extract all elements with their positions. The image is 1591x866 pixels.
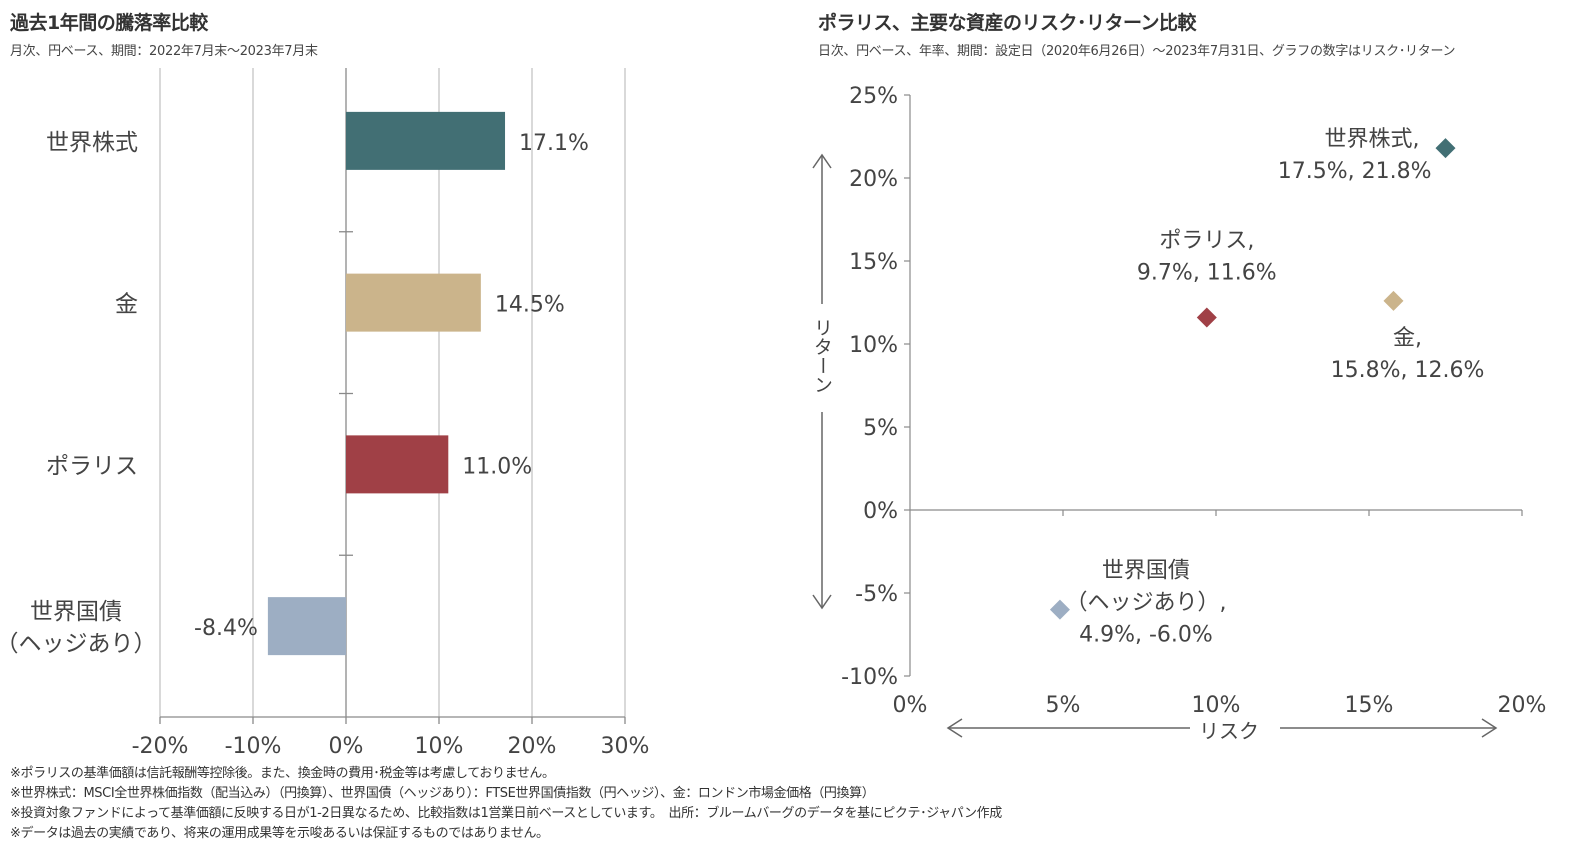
scatter-point [1435, 138, 1456, 159]
scatter-chart-title: ポラリス、主要な資産のリスク･リターン比較 [818, 12, 1197, 34]
footnotes: ※ポラリスの基準価額は信託報酬等控除後。また、換金時の費用･税金等は考慮しており… [10, 764, 1002, 844]
arrow-right-icon [1481, 718, 1498, 738]
arrow-left-icon [946, 718, 963, 738]
x-tick-label: 10% [415, 734, 464, 759]
y-tick-label: -10% [841, 665, 898, 690]
bar [267, 597, 346, 656]
point-label: 9.7%, 11.6% [1137, 260, 1277, 285]
footnote: ※ポラリスの基準価額は信託報酬等控除後。また、換金時の費用･税金等は考慮しており… [10, 766, 555, 781]
y-tick-label: 25% [849, 84, 898, 109]
y-tick-label: 5% [863, 416, 898, 441]
arrow-up-icon [812, 153, 832, 169]
category-label: ポラリス [46, 453, 138, 479]
x-axis-label: リスク [1199, 719, 1259, 743]
bar-chart: -20% -10% 0% 10% 20% 30% 17.1% 世界株式 14.5% 金 11.0% ポ… [0, 68, 650, 759]
y-tick-label: -5% [855, 582, 898, 607]
scatter-point [1196, 307, 1217, 328]
bar-value-label: 11.0% [462, 454, 532, 479]
footnote: ※投資対象ファンドによって基準価額に反映する日が1-2日異なるため、比較指数は1… [10, 806, 1002, 821]
x-tick-label: 20% [508, 734, 557, 759]
y-tick-label: 10% [849, 333, 898, 358]
y-axis-label: リターン [811, 318, 833, 394]
x-tick-label: 10% [1192, 693, 1241, 718]
x-tick-label: 0% [893, 693, 928, 718]
x-tick-label: 20% [1498, 693, 1547, 718]
x-tick-label: 5% [1046, 693, 1081, 718]
point-label: 金, [1393, 326, 1422, 351]
bar-value-label: -8.4% [194, 616, 258, 641]
y-tick-label: 20% [849, 167, 898, 192]
footnote: ※データは過去の実績であり、将来の運用成果等を示唆あるいは保証するものではありま… [10, 826, 549, 841]
x-tick-label: -10% [225, 734, 282, 759]
scatter-point [1383, 290, 1404, 311]
bar [346, 111, 506, 170]
bar-chart-title: 過去1年間の騰落率比較 [10, 12, 208, 34]
x-tick-label: -20% [132, 734, 189, 759]
point-label: ポラリス, [1159, 228, 1254, 253]
point-label: 15.8%, 12.6% [1331, 358, 1485, 383]
bar-value-label: 17.1% [519, 131, 589, 156]
arrow-down-icon [812, 594, 832, 610]
scatter-chart: -10% -5% 0% 5% 10% 15% 20% 25% 0% 5% 10% 15% 20% リスク リ… [811, 84, 1547, 743]
category-label: 世界株式 [46, 130, 138, 156]
y-tick-label: 15% [849, 250, 898, 275]
scatter-point [1049, 599, 1070, 620]
category-label: 金 [115, 292, 138, 318]
category-label: （ヘッジあり） [0, 631, 157, 657]
bar [346, 435, 449, 494]
point-label: （ヘッジあり）, [1065, 591, 1226, 616]
footnote: ※世界株式：MSCI全世界株価指数（配当込み）（円換算）、世界国債（ヘッジあり）… [10, 786, 875, 801]
x-tick-label: 0% [329, 734, 364, 759]
category-label: 世界国債 [30, 599, 122, 625]
point-label: 世界株式, [1325, 127, 1420, 152]
point-label: 17.5%, 21.8% [1278, 159, 1432, 184]
scatter-chart-subtitle: 日次、円ベース、年率、期間：設定日（2020年6月26日）～2023年7月31日… [818, 44, 1456, 59]
x-tick-label: 30% [601, 734, 650, 759]
point-label: 世界国債 [1102, 559, 1190, 584]
bar-chart-subtitle: 月次、円ベース、期間：2022年7月末～2023年7月末 [10, 44, 318, 59]
bar [346, 273, 481, 332]
y-tick-label: 0% [863, 499, 898, 524]
bar-value-label: 14.5% [495, 293, 565, 318]
point-label: 4.9%, -6.0% [1079, 623, 1213, 648]
x-tick-label: 15% [1345, 693, 1394, 718]
